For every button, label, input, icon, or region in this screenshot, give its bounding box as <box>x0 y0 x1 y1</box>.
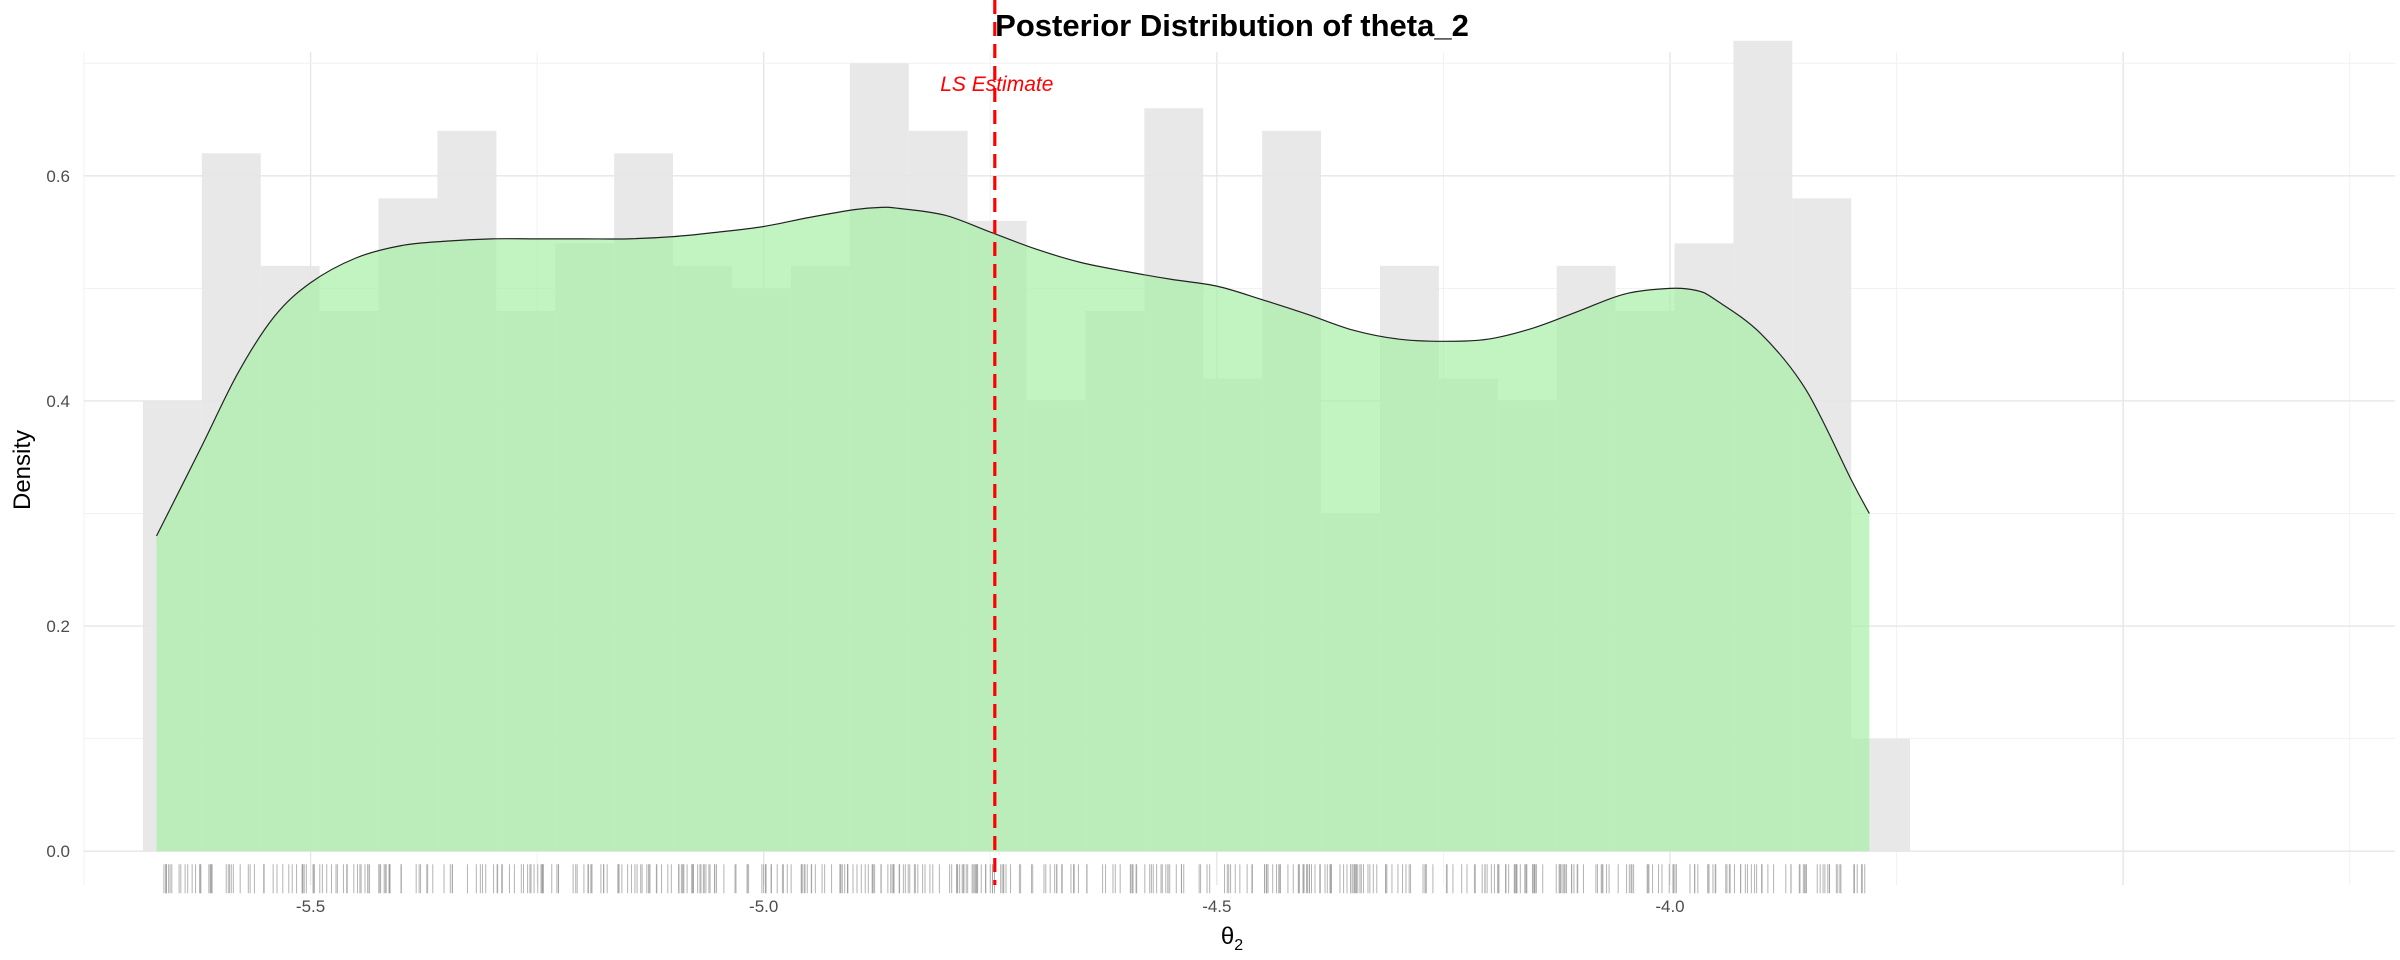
y-tick-label: 0.4 <box>46 392 70 411</box>
y-axis-ticks: 0.0 0.2 0.4 0.6 <box>46 167 70 861</box>
density-area <box>156 207 1870 852</box>
y-tick-label: 0.6 <box>46 167 70 186</box>
x-tick-label: -5.0 <box>749 897 778 916</box>
x-tick-label: -4.5 <box>1202 897 1231 916</box>
x-tick-label: -4.0 <box>1655 897 1684 916</box>
x-axis-label: θ2 <box>1221 923 1243 954</box>
density-line <box>155 206 1870 537</box>
y-tick-label: 0.2 <box>46 617 70 636</box>
x-tick-label: -5.5 <box>296 897 325 916</box>
ls-estimate-label: LS Estimate <box>940 73 1053 96</box>
x-axis-ticks: -5.5 -5.0 -4.5 -4.0 <box>296 897 1685 916</box>
y-tick-label: 0.0 <box>46 842 70 861</box>
x-axis-label-main: θ <box>1221 923 1234 950</box>
x-axis-label-subscript: 2 <box>1234 937 1243 954</box>
rug-marks <box>163 864 1866 894</box>
y-axis-label: Density <box>9 430 36 510</box>
chart-title: Posterior Distribution of theta_2 <box>995 8 1469 43</box>
